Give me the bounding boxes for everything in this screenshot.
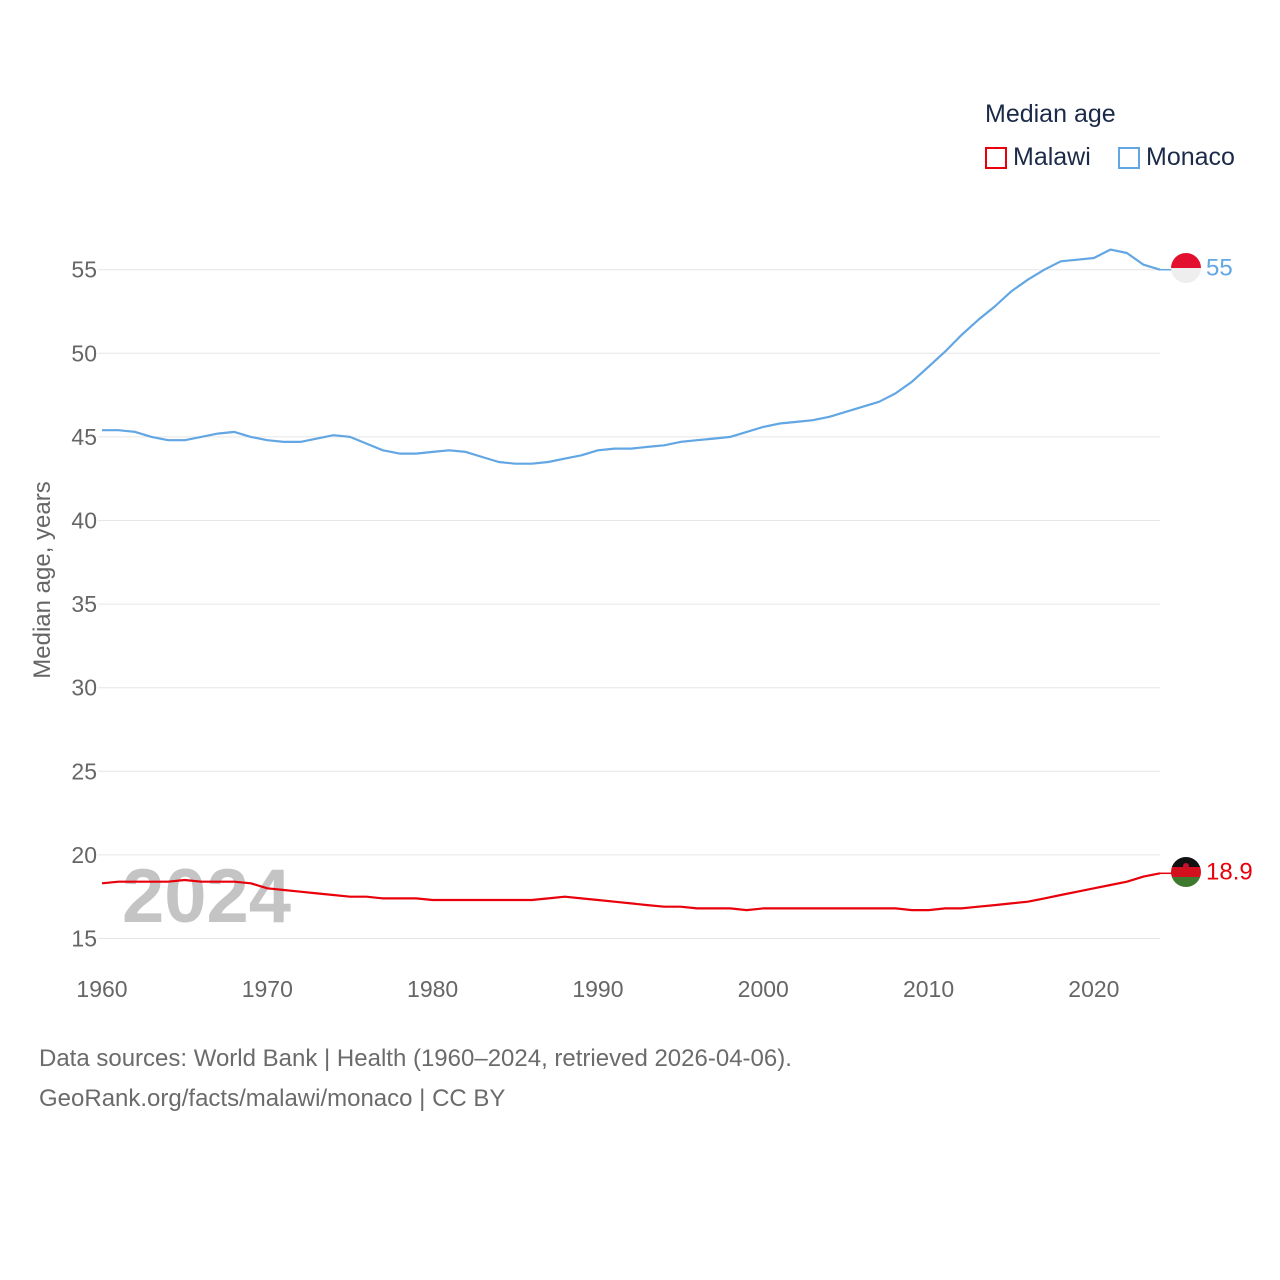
x-tick-label: 2020 [1068, 976, 1119, 1002]
x-tick-label: 2000 [738, 976, 789, 1002]
y-tick-label: 40 [71, 508, 97, 534]
y-tick-label: 15 [71, 926, 97, 952]
monaco-flag-icon [1171, 253, 1201, 283]
x-tick-label: 1960 [76, 976, 127, 1002]
source-line-1: Data sources: World Bank | Health (1960–… [39, 1045, 792, 1072]
y-tick-label: 20 [71, 842, 97, 868]
end-markers [1171, 253, 1201, 887]
x-tick-label: 1990 [572, 976, 623, 1002]
series-lines [101, 248, 1172, 912]
malawi-end-label: 18.9 [1206, 858, 1253, 885]
y-tick-label: 45 [71, 424, 97, 450]
y-tick-label: 50 [71, 340, 97, 366]
monaco-swatch [1118, 146, 1140, 169]
x-axis-ticks: 1960 1970 1980 1990 2000 2010 2020 [76, 976, 1119, 1002]
malawi-flag-icon [1171, 857, 1201, 887]
y-tick-label: 30 [71, 675, 97, 701]
x-tick-label: 2010 [903, 976, 954, 1002]
legend-title: Median age [985, 100, 1116, 128]
legend-item-monaco[interactable]: Monaco [1118, 143, 1235, 172]
y-axis-ticks: 15 20 25 30 35 40 45 50 55 [71, 257, 97, 952]
source-line-2: GeoRank.org/facts/malawi/monaco | CC BY [39, 1085, 506, 1112]
legend-label-monaco: Monaco [1146, 143, 1235, 171]
malawi-swatch [985, 146, 1007, 169]
end-labels: 55 18.9 [1206, 255, 1253, 886]
monaco-end-label: 55 [1206, 255, 1233, 282]
monaco-line [102, 248, 1161, 465]
y-tick-label: 35 [71, 591, 97, 617]
legend-label-malawi: Malawi [1013, 143, 1091, 171]
y-tick-label: 25 [71, 758, 97, 784]
y-tick-label: 55 [71, 257, 97, 283]
x-tick-label: 1970 [242, 976, 293, 1002]
current-year-label: 2024 [122, 854, 291, 939]
y-axis-label: Median age, years [29, 481, 56, 678]
x-tick-label: 1980 [407, 976, 458, 1002]
legend-item-malawi[interactable]: Malawi [985, 143, 1091, 172]
gridlines [98, 269, 1160, 939]
malawi-line [101, 872, 1161, 912]
